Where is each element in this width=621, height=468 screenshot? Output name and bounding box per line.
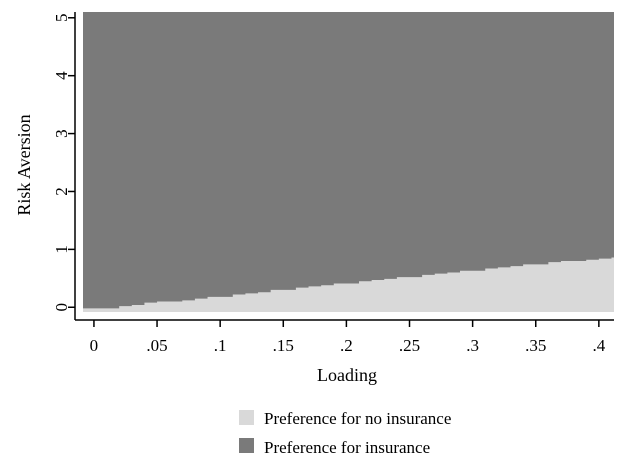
y-axis: 0 1 2 3 4 5	[52, 12, 76, 320]
x-tick-label: .25	[399, 336, 420, 355]
x-tick-label: .15	[273, 336, 294, 355]
x-axis: 0 .05 .1 .15 .2 .25 .3 .35 .4	[75, 319, 614, 355]
x-tick-label: .4	[592, 336, 605, 355]
legend-label-no-insurance: Preference for no insurance	[264, 409, 451, 428]
y-tick-label: 0	[52, 303, 71, 312]
plot-region	[83, 12, 614, 312]
insurance-region	[83, 12, 614, 312]
x-tick-label: .05	[146, 336, 167, 355]
x-tick-label: 0	[90, 336, 99, 355]
x-axis-title: Loading	[317, 365, 377, 385]
legend-swatch-insurance	[239, 438, 254, 453]
legend: Preference for no insurance Preference f…	[239, 409, 451, 457]
no-insurance-region	[83, 257, 614, 312]
legend-swatch-no-insurance	[239, 410, 254, 425]
y-tick-label: 1	[52, 245, 71, 254]
y-tick-label: 5	[52, 14, 71, 23]
x-tick-label: .1	[214, 336, 227, 355]
x-tick-label: .2	[340, 336, 353, 355]
x-tick-label: .3	[466, 336, 479, 355]
y-ticks: 0 1 2 3 4 5	[52, 14, 75, 312]
y-tick-label: 3	[52, 129, 71, 138]
x-ticks: 0 .05 .1 .15 .2 .25 .3 .35 .4	[90, 320, 606, 355]
y-tick-label: 2	[52, 187, 71, 196]
y-tick-label: 4	[52, 71, 71, 80]
x-tick-label: .35	[525, 336, 546, 355]
legend-label-insurance: Preference for insurance	[264, 438, 430, 457]
y-axis-title: Risk Aversion	[14, 114, 34, 215]
